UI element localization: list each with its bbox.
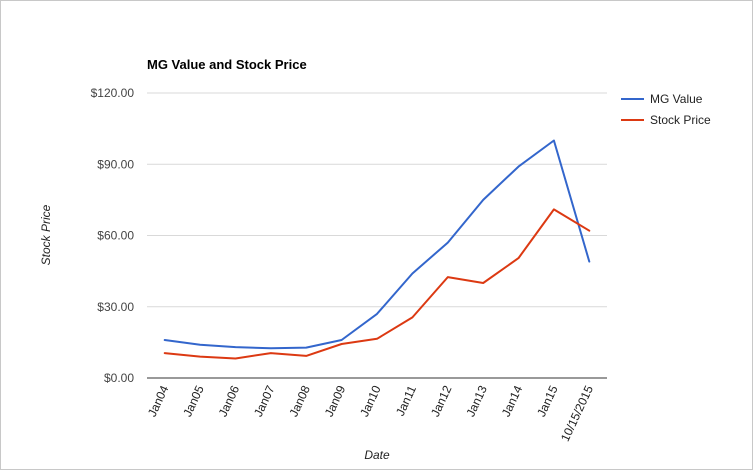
data-point bbox=[269, 351, 273, 355]
x-tick-label: Jan15 bbox=[534, 383, 561, 419]
data-point bbox=[269, 346, 273, 350]
x-tick-label: 10/15/2015 bbox=[558, 383, 596, 444]
y-tick-label: $90.00 bbox=[97, 157, 134, 171]
x-tick-label: Jan13 bbox=[463, 383, 490, 419]
series-line-2 bbox=[163, 208, 591, 360]
series-lines bbox=[163, 139, 591, 361]
x-tick-label: Jan08 bbox=[286, 383, 313, 419]
y-tick-label: $0.00 bbox=[104, 371, 134, 385]
data-point bbox=[304, 346, 308, 350]
data-point bbox=[375, 312, 379, 316]
data-point bbox=[410, 272, 414, 276]
x-tick-label: Jan10 bbox=[357, 383, 384, 419]
x-tick-label: Jan12 bbox=[428, 383, 455, 419]
data-point bbox=[552, 207, 556, 211]
x-tick-label: Jan11 bbox=[393, 383, 419, 418]
data-point bbox=[481, 281, 485, 285]
data-point bbox=[340, 338, 344, 342]
data-point bbox=[446, 275, 450, 279]
data-point bbox=[552, 139, 556, 143]
data-point bbox=[587, 260, 591, 264]
y-tick-label: $60.00 bbox=[97, 229, 134, 243]
chart-title: MG Value and Stock Price bbox=[147, 57, 307, 72]
data-point bbox=[233, 357, 237, 361]
legend-label: Stock Price bbox=[650, 113, 711, 127]
y-tick-label: $120.00 bbox=[91, 86, 135, 100]
data-point bbox=[304, 354, 308, 358]
data-point bbox=[198, 355, 202, 359]
x-tick-label: Jan07 bbox=[251, 383, 278, 419]
x-tick-label: Jan06 bbox=[216, 383, 243, 419]
series-line-1 bbox=[163, 139, 591, 350]
data-point bbox=[198, 343, 202, 347]
y-tick-label: $30.00 bbox=[97, 300, 134, 314]
y-axis-tick-labels: $0.00 $30.00 $60.00 $90.00 $120.00 bbox=[91, 86, 135, 385]
data-point bbox=[163, 338, 167, 342]
data-point bbox=[340, 342, 344, 346]
data-point bbox=[375, 337, 379, 341]
x-axis-title: Date bbox=[364, 448, 390, 462]
gridlines bbox=[147, 92, 607, 379]
y-axis-title: Stock Price bbox=[39, 204, 53, 265]
x-tick-label: Jan05 bbox=[180, 383, 207, 419]
x-tick-label: Jan09 bbox=[322, 383, 349, 419]
data-point bbox=[587, 229, 591, 233]
data-point bbox=[410, 315, 414, 319]
data-point bbox=[163, 351, 167, 355]
x-tick-label: Jan14 bbox=[499, 383, 526, 419]
data-point bbox=[446, 241, 450, 245]
legend-label: MG Value bbox=[650, 92, 703, 106]
data-point bbox=[517, 165, 521, 169]
data-point bbox=[233, 345, 237, 349]
x-tick-label: Jan04 bbox=[145, 383, 172, 419]
legend: MG Value Stock Price bbox=[621, 92, 711, 127]
data-point bbox=[481, 198, 485, 202]
x-axis-tick-labels: Jan04 Jan05 Jan06 Jan07 Jan08 Jan09 Jan10 Jan11… bbox=[145, 383, 596, 444]
data-point bbox=[517, 256, 521, 260]
